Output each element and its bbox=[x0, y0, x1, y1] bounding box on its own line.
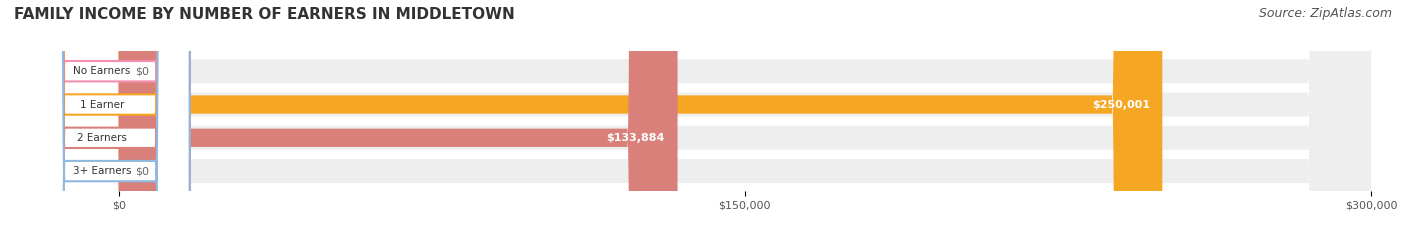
FancyBboxPatch shape bbox=[118, 0, 1371, 233]
FancyBboxPatch shape bbox=[118, 0, 678, 233]
Text: 2 Earners: 2 Earners bbox=[77, 133, 127, 143]
FancyBboxPatch shape bbox=[118, 0, 1371, 233]
Text: $250,001: $250,001 bbox=[1092, 99, 1150, 110]
Text: 3+ Earners: 3+ Earners bbox=[73, 166, 131, 176]
Text: 1 Earner: 1 Earner bbox=[80, 99, 124, 110]
FancyBboxPatch shape bbox=[118, 0, 1371, 233]
Text: Source: ZipAtlas.com: Source: ZipAtlas.com bbox=[1258, 7, 1392, 20]
FancyBboxPatch shape bbox=[31, 0, 190, 233]
FancyBboxPatch shape bbox=[118, 0, 1371, 233]
FancyBboxPatch shape bbox=[31, 0, 190, 233]
Text: $0: $0 bbox=[135, 166, 149, 176]
Text: $0: $0 bbox=[135, 66, 149, 76]
Text: FAMILY INCOME BY NUMBER OF EARNERS IN MIDDLETOWN: FAMILY INCOME BY NUMBER OF EARNERS IN MI… bbox=[14, 7, 515, 22]
Text: $133,884: $133,884 bbox=[606, 133, 665, 143]
Text: No Earners: No Earners bbox=[73, 66, 131, 76]
FancyBboxPatch shape bbox=[31, 0, 190, 233]
FancyBboxPatch shape bbox=[31, 0, 190, 233]
FancyBboxPatch shape bbox=[118, 0, 1163, 233]
